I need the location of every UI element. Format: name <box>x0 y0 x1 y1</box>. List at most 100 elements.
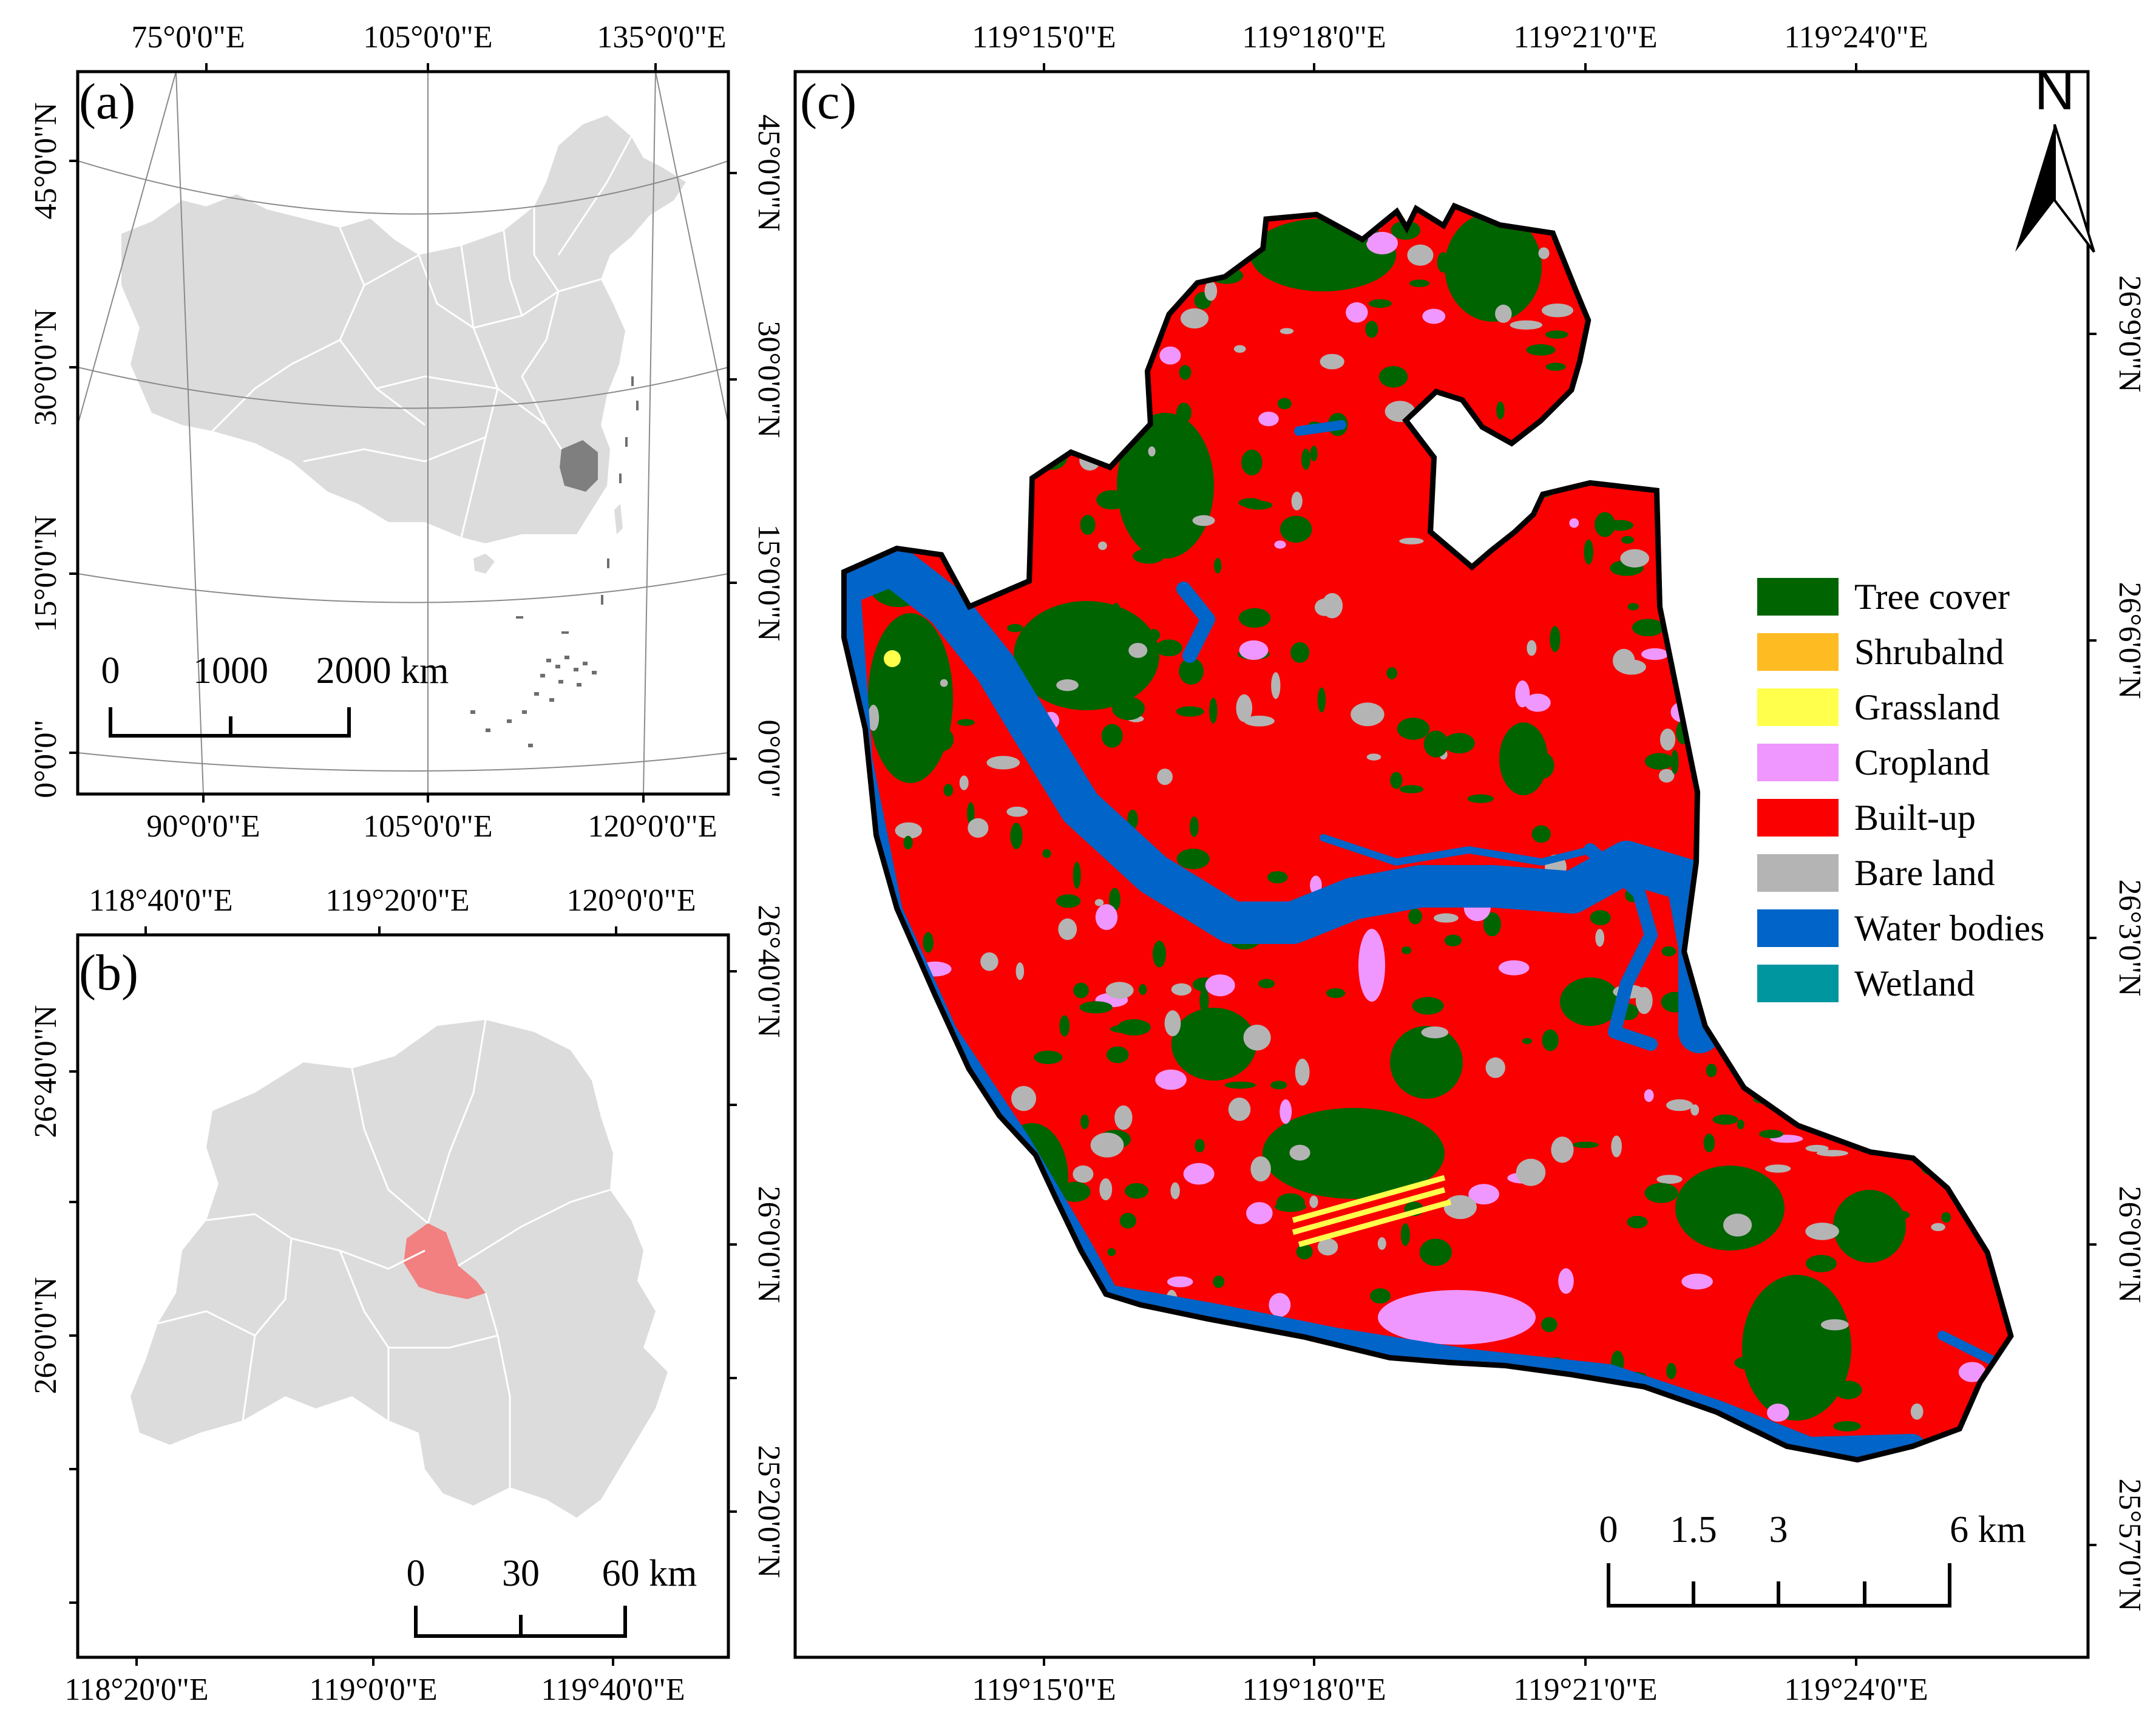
taiwan-island <box>614 504 623 534</box>
tick-label: 30°0'0"N <box>29 309 63 426</box>
tick-label: 26°6'0"N <box>2112 582 2147 699</box>
legend-label: Tree cover <box>1854 577 2010 617</box>
cropland-patch <box>1958 1362 1986 1382</box>
bare-land-patch <box>1295 1058 1310 1086</box>
bare-land-patch <box>1233 345 1246 353</box>
bare-land-patch <box>1658 769 1675 783</box>
tree-cover-patch <box>1010 823 1023 849</box>
tree-cover-patch <box>1703 1133 1715 1153</box>
tree-cover-patch <box>1712 1114 1738 1125</box>
tick-label: 30°0'0"N <box>751 321 786 438</box>
bare-land-patch <box>1820 1319 1849 1331</box>
bare-land-patch <box>1516 1158 1546 1186</box>
tree-cover-patch <box>1034 1050 1063 1064</box>
bare-land-patch <box>959 775 969 790</box>
legend-swatch <box>1757 799 1839 837</box>
tick-label: 25°57'0"N <box>2112 1479 2147 1612</box>
tree-cover-patch <box>1107 1248 1116 1257</box>
tick-label: 90°0'0"E <box>146 809 260 844</box>
tick-label: 119°20'0"E <box>325 883 469 918</box>
bare-land-patch <box>1910 1403 1924 1420</box>
tree-cover-patch <box>1059 1181 1091 1202</box>
bare-land-patch <box>1164 1010 1181 1036</box>
tree-cover-patch <box>1763 1376 1795 1401</box>
tree-cover-patch <box>1007 623 1023 633</box>
tree-cover-patch <box>923 932 934 953</box>
legend-swatch <box>1757 688 1839 726</box>
tree-cover-patch <box>1258 979 1275 989</box>
tick-label: 26°40'0"N <box>751 905 786 1038</box>
north-arrow-right-half <box>2053 124 2095 253</box>
bare-land-patch <box>1407 244 1434 266</box>
bare-land-patch <box>1099 1178 1113 1201</box>
tree-cover-patch <box>1437 252 1449 273</box>
north-arrow: N <box>2015 59 2095 253</box>
tree-cover-patch <box>1545 330 1568 339</box>
bare-land-patch <box>1171 983 1192 996</box>
tick-label: 45°0'0"N <box>29 103 63 220</box>
bare-land-patch <box>1805 1223 1839 1240</box>
tree-cover-patch <box>1595 512 1616 537</box>
bare-land-patch <box>1271 672 1281 699</box>
tree-cover-patch <box>1560 977 1621 1026</box>
panel-a-scale-bar: 0 1000 2000 km <box>101 650 449 738</box>
tree-cover-patch <box>1014 601 1159 710</box>
tree-cover-patch <box>1531 825 1551 843</box>
tick-label: 120°0'0"E <box>566 883 696 918</box>
tick-label: 0°0'0" <box>29 719 63 798</box>
scale-bar-line <box>1607 1563 1951 1608</box>
bare-land-patch <box>1666 1099 1693 1112</box>
tree-cover-patch <box>1467 794 1494 803</box>
tick-label: 75°0'0"E <box>131 20 245 55</box>
tick-label: 118°20'0"E <box>64 1672 208 1707</box>
cropland-patch <box>1269 1292 1291 1317</box>
tree-cover-patch <box>1111 603 1120 619</box>
bare-land-patch <box>1764 1164 1791 1173</box>
tree-cover-patch <box>1109 888 1120 911</box>
tree-cover-patch <box>1365 321 1378 338</box>
panel-a-ticks <box>69 63 737 803</box>
tick-label: 26°9'0"N <box>2112 276 2147 393</box>
bare-land-patch <box>1280 328 1294 334</box>
tree-cover-patch <box>903 835 913 850</box>
cropland-patch <box>1767 1404 1789 1422</box>
bare-land-patch <box>1723 1214 1752 1237</box>
tree-cover-patch <box>1443 733 1475 754</box>
scale-label: 30 <box>502 1553 540 1594</box>
tree-cover-patch <box>1056 894 1081 908</box>
panel-a-frame <box>76 70 730 796</box>
cropland-patch <box>1346 302 1368 323</box>
tree-cover-patch <box>1483 912 1501 937</box>
bare-land-patch <box>986 756 1020 770</box>
tick-label: 26°3'0"N <box>2112 880 2147 997</box>
cropland-patch <box>1258 412 1279 427</box>
bare-land-patch <box>1366 753 1381 761</box>
tick-label: 119°24'0"E <box>1784 1672 1928 1707</box>
panel-b-ticks <box>69 926 737 1666</box>
north-label: N <box>2035 59 2075 121</box>
tick-label: 45°0'0"N <box>751 115 786 232</box>
tick-label: 26°40'0"N <box>29 1005 63 1138</box>
bare-land-patch <box>1244 715 1275 727</box>
bare-land-patch <box>1236 694 1253 722</box>
bare-land-patch <box>1180 308 1209 329</box>
tree-cover-patch <box>1275 1201 1307 1212</box>
bare-land-patch <box>1105 982 1134 999</box>
tree-cover-patch <box>1147 629 1161 641</box>
panel-b-scale-bar: 0 30 60 km <box>407 1553 697 1638</box>
hainan-island <box>473 554 495 574</box>
legend-swatch <box>1757 578 1839 616</box>
scale-label: 3 <box>1769 1509 1788 1550</box>
tree-cover-patch <box>1644 1183 1678 1203</box>
tree-cover-patch <box>1550 626 1561 653</box>
bare-land-patch <box>1620 549 1650 568</box>
cropland-patch <box>1681 1274 1713 1290</box>
panel-c-label: (c) <box>800 73 856 130</box>
panel-c-bottom-ticks: 119°15'0"E 119°18'0"E 119°21'0"E 119°24'… <box>972 1672 1928 1707</box>
bare-land-patch <box>1321 592 1343 619</box>
bare-land-patch <box>1094 898 1104 906</box>
panel-a-right-ticks: 45°0'0"N 30°0'0"N 15°0'0"N 0°0'0" <box>751 115 786 798</box>
tree-cover-patch <box>1572 1141 1599 1149</box>
bare-land-patch <box>1538 247 1550 259</box>
scale-label: 60 km <box>602 1553 697 1594</box>
